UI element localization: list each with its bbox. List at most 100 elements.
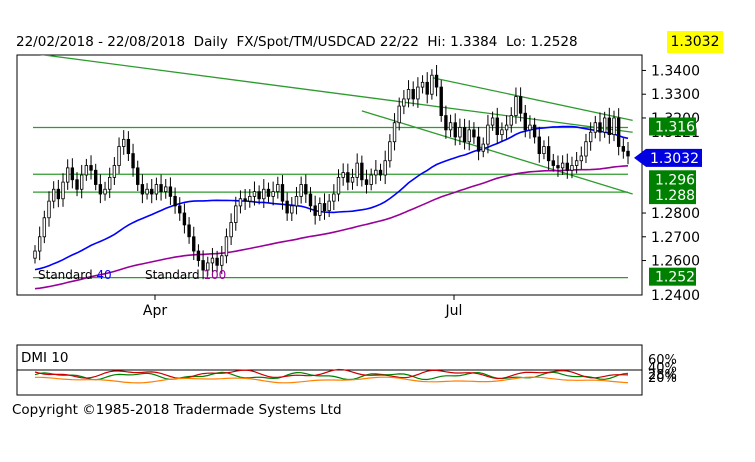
candle bbox=[66, 159, 70, 190]
candle bbox=[308, 187, 313, 213]
candle bbox=[117, 137, 121, 174]
svg-text:1.2528: 1.2528 bbox=[655, 270, 704, 286]
high-value: Hi: 1.3384 bbox=[427, 34, 498, 50]
candle bbox=[602, 111, 607, 138]
candle bbox=[318, 197, 322, 221]
adx-line bbox=[35, 376, 629, 384]
candle bbox=[570, 156, 574, 179]
y-tick-label: 1.2600 bbox=[651, 254, 700, 270]
copyright: Copyright ©1985-2018 Tradermade Systems … bbox=[12, 402, 342, 418]
candle bbox=[481, 137, 485, 158]
candle bbox=[280, 174, 285, 210]
candle bbox=[514, 87, 518, 124]
candle bbox=[560, 155, 565, 175]
candle bbox=[360, 155, 364, 187]
candle bbox=[458, 118, 462, 145]
candle bbox=[290, 197, 294, 221]
candle bbox=[61, 173, 65, 207]
candle bbox=[542, 140, 546, 160]
candle bbox=[374, 160, 378, 185]
level-label: 1.2888 bbox=[649, 186, 704, 205]
candle bbox=[210, 248, 215, 273]
trendline bbox=[39, 55, 633, 133]
candle bbox=[257, 185, 261, 205]
last-price-marker: 1.3032 bbox=[634, 148, 702, 167]
candle bbox=[341, 163, 345, 186]
candle bbox=[518, 87, 523, 122]
candle bbox=[285, 192, 289, 221]
candle bbox=[182, 203, 187, 234]
candle bbox=[178, 197, 182, 221]
candle bbox=[453, 113, 457, 146]
svg-text:1.2888: 1.2888 bbox=[655, 188, 704, 204]
candle bbox=[523, 104, 527, 138]
candle bbox=[173, 187, 177, 214]
candle bbox=[98, 174, 103, 204]
candle bbox=[598, 112, 602, 142]
candle bbox=[266, 182, 271, 203]
candle bbox=[243, 189, 247, 210]
candle bbox=[252, 181, 257, 206]
candle bbox=[495, 107, 499, 144]
candle bbox=[621, 138, 626, 159]
candle bbox=[537, 126, 541, 163]
last-price-label: 1.3032 bbox=[650, 151, 699, 167]
candle bbox=[579, 146, 583, 170]
candle bbox=[299, 176, 303, 204]
dmi-indicator: DMI 10 60%40%28%20% bbox=[17, 350, 677, 386]
candle bbox=[187, 217, 191, 244]
candle bbox=[476, 126, 481, 161]
candle bbox=[168, 177, 173, 205]
candle bbox=[588, 122, 593, 151]
candle bbox=[70, 158, 75, 189]
candle bbox=[355, 153, 359, 187]
candle bbox=[276, 176, 280, 199]
candle bbox=[397, 97, 401, 131]
dmi-plus-line bbox=[34, 371, 629, 381]
candle bbox=[42, 210, 47, 244]
candle bbox=[402, 89, 406, 115]
candle bbox=[159, 174, 163, 201]
candle bbox=[411, 81, 415, 107]
trendline bbox=[361, 110, 633, 195]
y-tick-label: 1.2700 bbox=[651, 230, 700, 246]
trendlines bbox=[39, 55, 633, 195]
x-tick-label: Jul bbox=[445, 303, 463, 319]
main-plot-area bbox=[16, 54, 643, 296]
legend-entry: Standard 40 bbox=[38, 268, 112, 282]
candle bbox=[546, 136, 551, 170]
date-range: 22/02/2018 - 22/08/2018 bbox=[16, 34, 186, 50]
instrument: FX/Spot/TM/USDCAD 22/22 bbox=[236, 34, 419, 50]
candle bbox=[616, 108, 621, 156]
candle bbox=[294, 186, 299, 215]
candle bbox=[444, 105, 448, 139]
svg-text:1.3160: 1.3160 bbox=[655, 119, 704, 135]
candle bbox=[140, 174, 145, 204]
candle bbox=[607, 107, 612, 144]
ma-legend: Standard 40 Standard 100 bbox=[38, 268, 226, 282]
candle bbox=[164, 178, 168, 199]
trendline bbox=[431, 76, 633, 121]
candle bbox=[122, 130, 126, 155]
candle bbox=[80, 164, 84, 199]
candle bbox=[37, 226, 42, 261]
candle bbox=[103, 181, 107, 201]
candle bbox=[584, 133, 588, 164]
candle bbox=[565, 153, 569, 179]
candle bbox=[327, 193, 331, 218]
chart-header: 22/02/2018 - 22/08/2018 Daily FX/Spot/TM… bbox=[16, 34, 578, 50]
y-tick-label: 1.2800 bbox=[651, 206, 700, 222]
candle bbox=[336, 169, 341, 202]
last-price-badge: 1.3032 bbox=[667, 31, 723, 53]
dmi-title: DMI 10 bbox=[21, 350, 69, 366]
y-tick-label: 1.3300 bbox=[651, 87, 700, 103]
candle bbox=[467, 120, 471, 151]
level-label: 1.2963 bbox=[649, 170, 704, 189]
candle bbox=[472, 122, 476, 144]
candle bbox=[271, 181, 275, 206]
legend-entry: Standard 100 bbox=[145, 268, 226, 282]
candle bbox=[532, 117, 537, 144]
candle bbox=[47, 191, 51, 227]
